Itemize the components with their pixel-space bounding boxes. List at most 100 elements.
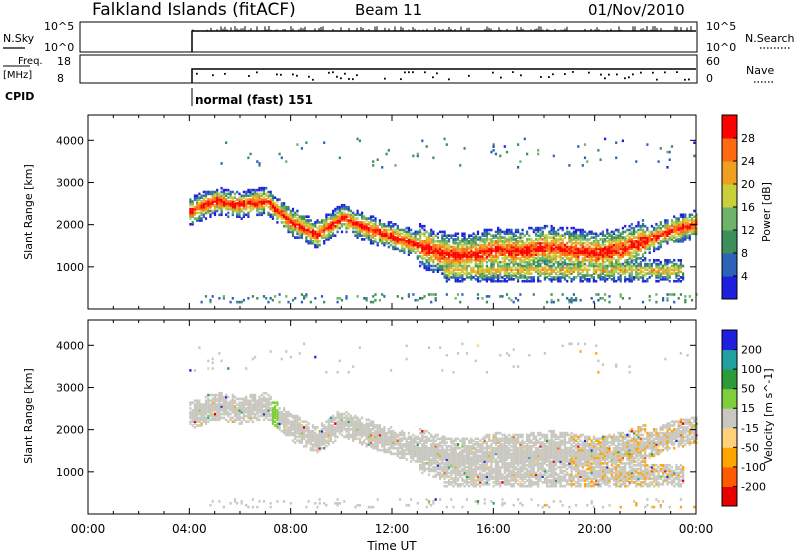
power-cell <box>648 262 651 266</box>
power-cell <box>432 251 435 254</box>
freq-tick-bottom: 8 <box>57 72 64 85</box>
freq-label-line1: Freq. <box>18 56 43 67</box>
power-cell <box>662 297 665 300</box>
power-cell <box>670 238 674 241</box>
power-cell <box>416 249 419 253</box>
power-cell <box>381 223 384 226</box>
power-cell <box>530 251 533 254</box>
velocity-cell <box>202 414 205 418</box>
power-cell <box>561 293 564 296</box>
power-cell <box>213 196 217 199</box>
power-cell <box>539 270 542 273</box>
power-cell <box>356 226 359 230</box>
power-cell <box>641 228 645 232</box>
nave-dot <box>564 73 566 75</box>
power-cell <box>338 221 341 224</box>
power-cell <box>381 241 384 245</box>
power-cell <box>220 205 223 209</box>
velocity-cell <box>280 429 283 433</box>
power-cell <box>499 236 502 239</box>
power-cell <box>245 192 248 196</box>
power-cell <box>612 266 616 270</box>
power-cell <box>626 251 629 254</box>
power-cell <box>267 196 270 199</box>
power-cell <box>427 266 431 270</box>
power-cell <box>505 150 509 154</box>
velocity-cell <box>278 422 281 425</box>
velocity-cell <box>231 399 234 403</box>
power-cell <box>601 264 604 268</box>
power-cell <box>392 232 395 236</box>
power-cell <box>503 266 506 270</box>
power-cell <box>285 205 288 209</box>
power-cell <box>222 188 225 192</box>
power-cell <box>559 262 562 266</box>
power-cell <box>664 238 667 241</box>
power-cell <box>637 236 640 239</box>
power-cell <box>641 230 645 234</box>
power-cell <box>624 278 627 281</box>
power-cell <box>287 221 290 224</box>
power-cell <box>628 260 631 264</box>
power-cell <box>619 240 622 243</box>
velocity-cell <box>347 429 350 433</box>
power-cell <box>202 202 205 205</box>
power-cell <box>305 228 308 232</box>
power-cell <box>356 217 359 220</box>
power-cell <box>539 226 542 230</box>
power-cell <box>276 207 279 211</box>
velocity-cell <box>233 418 237 422</box>
velocity-cell <box>216 414 219 418</box>
power-cell <box>554 278 558 281</box>
power-cell <box>686 236 689 239</box>
power-cell <box>619 251 622 254</box>
power-cell <box>693 219 696 222</box>
power-cell <box>601 230 604 234</box>
velocity-cell <box>309 441 312 444</box>
power-cell <box>483 251 486 254</box>
velocity-cell <box>189 412 192 416</box>
power-cell <box>646 241 649 245</box>
velocity-cell <box>218 500 221 503</box>
power-cell <box>577 259 580 262</box>
power-cell <box>541 245 544 249</box>
velocity-cell <box>245 420 248 423</box>
nsky-panel-frame <box>79 21 698 53</box>
power-cell <box>644 240 647 243</box>
power-cell <box>492 274 495 277</box>
power-cell <box>198 219 201 222</box>
power-cell <box>530 272 533 275</box>
power-cell <box>461 249 464 253</box>
power-cell <box>590 264 593 268</box>
power-cell <box>485 253 488 256</box>
power-cell <box>521 264 524 268</box>
velocity-cell <box>298 352 301 355</box>
power-cell <box>690 298 694 302</box>
power-cell <box>204 204 208 207</box>
power-cell <box>604 247 607 251</box>
power-cell <box>443 268 446 272</box>
velocity-cell <box>305 433 308 437</box>
power-cell <box>236 215 239 218</box>
power-cell <box>463 255 466 258</box>
power-cell <box>679 266 682 270</box>
power-cell <box>570 226 573 230</box>
velocity-cell <box>251 416 254 420</box>
power-cell <box>628 272 631 275</box>
power-cell <box>461 276 464 279</box>
velocity-cell <box>274 412 277 416</box>
power-cell <box>559 236 562 239</box>
velocity-cell <box>332 441 335 444</box>
power-cell <box>537 266 540 270</box>
power-cell <box>521 270 524 273</box>
velocity-cell <box>307 428 310 431</box>
power-cell <box>684 230 687 234</box>
velocity-cell <box>289 433 292 437</box>
power-cell <box>590 230 593 234</box>
power-cell <box>367 217 370 220</box>
power-cell <box>434 293 437 296</box>
power-cell <box>356 236 359 239</box>
power-cell <box>481 297 484 300</box>
power-cell <box>668 260 671 264</box>
power-cell <box>693 209 696 213</box>
